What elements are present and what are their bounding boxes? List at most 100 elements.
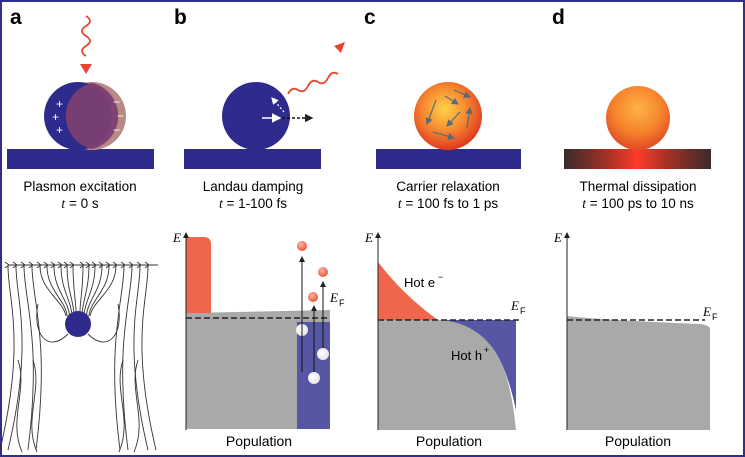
- field-line-lower: [31, 359, 38, 453]
- incident-light-wave: [81, 15, 91, 57]
- caption-b: Landau damping t = 1-100 fs: [168, 178, 338, 212]
- field-line: [85, 265, 103, 317]
- field-lines-group: [0, 261, 157, 453]
- substrate-c: [376, 149, 521, 169]
- emitted-light-wave: [287, 71, 339, 95]
- svg-text:Hot e: Hot e: [404, 275, 435, 290]
- field-arrow-tick: [36, 261, 42, 269]
- hot-electron-region-c: [378, 262, 438, 320]
- field-line: [141, 265, 157, 451]
- scatter-arrow: [271, 97, 285, 113]
- field-arrow-tick: [136, 261, 142, 269]
- caption-b-time-var: t: [219, 196, 223, 211]
- overlap-region: [65, 82, 119, 150]
- minus-charge-3: −: [113, 123, 120, 137]
- hot-electron-dot-3: [308, 292, 318, 302]
- caption-a-time: = 0 s: [68, 196, 99, 211]
- field-arrow-tick: [98, 261, 104, 269]
- caption-a-title: Plasmon excitation: [23, 179, 137, 194]
- field-line-lower: [133, 359, 140, 453]
- field-arrow-tick: [20, 261, 26, 269]
- field-arrow-tick: [28, 261, 34, 269]
- hot-electron-dot-2: [318, 267, 328, 277]
- panel-b-energy-diagram: [183, 232, 330, 430]
- carrier-arrow-4: [432, 131, 456, 140]
- incident-light-arrowhead: [80, 64, 92, 74]
- field-line: [53, 265, 71, 317]
- field-arrow-tick: [50, 261, 56, 269]
- field-arrow-tick: [91, 261, 97, 269]
- field-line: [88, 265, 110, 317]
- svg-text:+: +: [484, 345, 489, 355]
- field-line: [133, 265, 149, 451]
- field-loop: [36, 303, 69, 343]
- caption-b-time: = 1-100 fs: [226, 196, 287, 211]
- panel-d-energy-diagram: [564, 232, 710, 430]
- field-line: [0, 265, 15, 451]
- field-line: [46, 265, 68, 317]
- field-arrow-tick: [4, 261, 10, 269]
- hot-electron-block-b: [186, 237, 211, 313]
- field-loop: [87, 303, 120, 343]
- field-line: [83, 265, 96, 317]
- panel-letter-d: d: [552, 6, 565, 29]
- carrier-arrow-5: [465, 106, 473, 129]
- svg-text:F: F: [520, 306, 526, 316]
- hot-hole-region-c: [438, 320, 516, 410]
- svg-text:E: E: [329, 290, 338, 305]
- caption-c-title: Carrier relaxation: [396, 179, 500, 194]
- emitted-light-arrowhead: [334, 42, 345, 53]
- fermi-label-d: E F: [702, 304, 718, 322]
- panel-c-energy-diagram: [375, 232, 522, 430]
- hot-hole-label: Hot h +: [451, 345, 489, 363]
- minus-charge-1: −: [113, 95, 120, 109]
- plus-charge-3: +: [56, 123, 63, 137]
- caption-d: Thermal dissipation t = 100 ps to 10 ns: [553, 178, 723, 212]
- field-line-lower: [16, 359, 23, 453]
- field-arrow-tick: [63, 261, 69, 269]
- carrier-arrow-3: [446, 111, 461, 127]
- caption-d-title: Thermal dissipation: [579, 179, 697, 194]
- plus-charge-2: +: [52, 110, 59, 124]
- caption-b-title: Landau damping: [202, 179, 304, 194]
- panel-a-particle: + + + − − −: [7, 15, 154, 169]
- hot-nanoparticle-c: [414, 82, 482, 150]
- filled-states-d: [567, 316, 710, 430]
- filled-states-c: [378, 320, 516, 430]
- field-lines-diagram: [0, 261, 158, 453]
- caption-d-time-var: t: [582, 196, 587, 211]
- svg-text:F: F: [712, 312, 718, 322]
- field-arrow-tick: [79, 261, 85, 269]
- panel-c-particle: [376, 82, 521, 169]
- population-label-b: Population: [225, 433, 293, 449]
- carrier-arrow-2: [444, 95, 460, 105]
- panel-letter-b: b: [174, 6, 187, 29]
- field-arrow-tick: [69, 261, 75, 269]
- field-line: [7, 265, 23, 451]
- minus-charge-2: −: [117, 109, 124, 123]
- svg-text:E: E: [702, 304, 711, 319]
- hot-substrate-d: [564, 149, 711, 169]
- field-arrow-tick: [120, 261, 126, 269]
- field-arrow-tick: [144, 261, 150, 269]
- plus-charge-1: +: [56, 97, 63, 111]
- energy-label-d: E: [553, 230, 562, 245]
- energy-label-b: E: [172, 230, 181, 245]
- caption-c-time-var: t: [397, 196, 402, 211]
- carrier-arrow-1: [425, 99, 437, 126]
- caption-c-time: = 100 fs to 1 ps: [405, 196, 499, 211]
- field-arrow-tick: [43, 261, 49, 269]
- carrier-arrow-6: [453, 89, 472, 98]
- field-line: [60, 265, 73, 317]
- field-line: [31, 265, 42, 451]
- energy-label-c: E: [364, 230, 373, 245]
- panel-b-particle: [184, 42, 345, 169]
- field-line: [89, 265, 117, 317]
- field-line: [39, 265, 67, 317]
- population-label-d: Population: [604, 433, 672, 449]
- hot-electron-label: Hot e −: [404, 272, 443, 290]
- field-line: [23, 265, 34, 451]
- population-label-c: Population: [415, 433, 483, 449]
- svg-text:E: E: [510, 298, 519, 313]
